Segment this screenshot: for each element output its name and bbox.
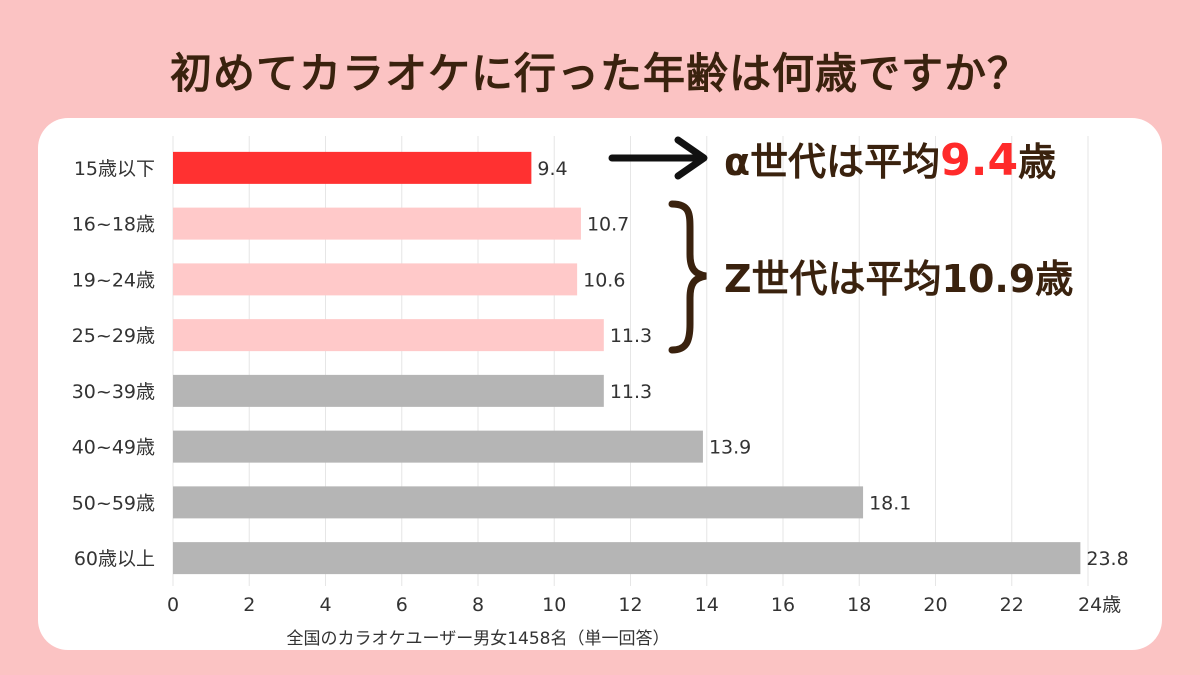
value-label: 18.1 — [869, 492, 911, 514]
value-label: 10.6 — [583, 269, 625, 291]
value-label: 11.3 — [610, 381, 652, 403]
x-tick-labels: 0 2 4 6 8 10 12 14 16 18 20 22 24歳 — [167, 594, 1121, 616]
x-tick-label: 12 — [618, 594, 642, 616]
x-tick-label: 4 — [319, 594, 331, 616]
alpha-annotation-prefix: α世代は平均 — [724, 140, 941, 184]
x-tick-label: 14 — [695, 594, 719, 616]
x-tick-label: 22 — [1000, 594, 1024, 616]
bar — [173, 430, 703, 463]
category-label: 19~24歳 — [72, 269, 155, 291]
x-tick-label: 2 — [243, 594, 255, 616]
value-label: 23.8 — [1086, 548, 1128, 570]
value-label: 13.9 — [709, 437, 751, 459]
value-label: 9.4 — [537, 158, 567, 180]
bar — [173, 319, 604, 352]
bar — [173, 263, 578, 296]
x-tick-label: 24歳 — [1078, 594, 1121, 616]
x-tick-label: 6 — [396, 594, 408, 616]
value-labels: 9.4 10.7 10.6 11.3 11.3 13.9 18.1 23.8 — [537, 158, 1128, 570]
arrow-icon — [608, 136, 708, 180]
category-label: 50~59歳 — [72, 492, 155, 514]
z-annotation: Z世代は平均10.9歳 — [724, 257, 1074, 301]
x-tick-label: 16 — [771, 594, 795, 616]
value-label: 10.7 — [587, 214, 629, 236]
curly-brace-icon — [668, 200, 707, 354]
alpha-annotation-value: 9.4 — [940, 135, 1019, 186]
category-label: 15歳以下 — [74, 158, 155, 180]
bar — [173, 542, 1081, 575]
alpha-annotation: α世代は平均9.4歳 — [724, 139, 1056, 183]
grid-lines — [172, 136, 1089, 586]
category-label: 25~29歳 — [72, 325, 155, 347]
bar-chart: 15歳以下 16~18歳 19~24歳 25~29歳 30~39歳 40~49歳 50~59… — [72, 136, 1129, 649]
x-tick-label: 0 — [167, 594, 179, 616]
x-tick-label: 10 — [542, 594, 566, 616]
bar — [173, 486, 864, 519]
x-tick-label: 8 — [472, 594, 484, 616]
bar — [173, 151, 532, 184]
bar — [173, 207, 581, 240]
category-label: 40~49歳 — [72, 437, 155, 459]
bars-group — [173, 151, 1081, 575]
category-labels: 15歳以下 16~18歳 19~24歳 25~29歳 30~39歳 40~49歳 50~59… — [72, 158, 155, 570]
bar — [173, 374, 604, 407]
value-label: 11.3 — [610, 325, 652, 347]
category-label: 30~39歳 — [72, 381, 155, 403]
alpha-annotation-suffix: 歳 — [1018, 140, 1057, 184]
chart-title: 初めてカラオケに行った年齢は何歳ですか？ — [169, 49, 1030, 98]
x-tick-label: 18 — [847, 594, 871, 616]
x-tick-label: 20 — [923, 594, 947, 616]
chart-panel: 15歳以下 16~18歳 19~24歳 25~29歳 30~39歳 40~49歳 50~59… — [38, 118, 1162, 650]
category-label: 16~18歳 — [72, 214, 155, 236]
x-axis-label: 全国のカラオケユーザー男女1458名（単一回答） — [287, 629, 670, 649]
category-label: 60歳以上 — [74, 548, 155, 570]
